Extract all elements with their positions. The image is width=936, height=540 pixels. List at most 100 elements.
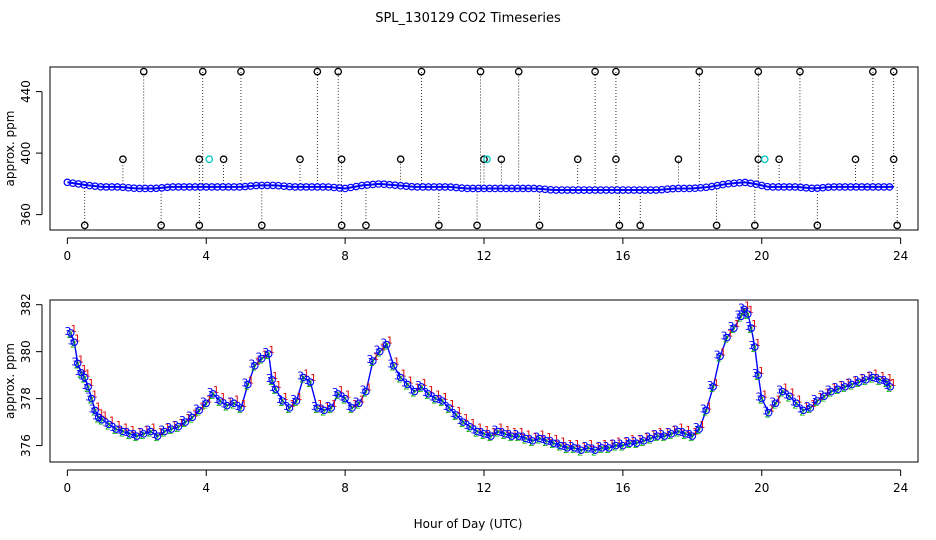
series-2-label: 2 (417, 384, 423, 395)
figure-title: SPL_130129 CO2 Timeseries (375, 11, 561, 26)
series-2-label: 2 (619, 443, 625, 454)
data-point (133, 432, 141, 440)
data-point (744, 310, 752, 318)
series-2-label: 2 (195, 407, 201, 418)
outlier-point (869, 67, 877, 76)
data-point (688, 432, 697, 440)
series-1-label: 1 (803, 401, 809, 412)
series-2-label: 2 (81, 374, 87, 385)
data-point (251, 361, 259, 370)
series-2-label: 2 (445, 405, 451, 416)
series-2-label: 2 (688, 433, 694, 444)
data-point (466, 423, 474, 431)
baseline-point (491, 184, 499, 193)
outlier-point (313, 67, 322, 76)
baseline-point (852, 183, 860, 191)
series-1-label: 1 (88, 378, 94, 389)
series-2-label: 2 (681, 431, 687, 442)
data-point (855, 378, 863, 386)
top-y-axis: 360 400 440 (19, 80, 43, 226)
baseline-point (324, 183, 333, 191)
series-2-label: 2 (730, 325, 736, 336)
data-point (167, 425, 176, 433)
data-point (778, 387, 787, 396)
baseline-point (624, 186, 633, 194)
series-1-label: 1 (289, 399, 295, 410)
baseline-point (596, 186, 605, 194)
data-point (633, 439, 641, 447)
bottom-y-axis: 376 378 380 382 (19, 293, 43, 457)
series-2-label: 2 (237, 405, 243, 416)
top-y-axis-label: approx. ppm (3, 111, 17, 187)
series-2-label: 2 (886, 384, 892, 395)
series-1-label: 1 (317, 399, 323, 410)
series-1-label: 1 (602, 439, 608, 450)
baseline-point (269, 181, 277, 190)
series-2-label: 2 (87, 396, 93, 407)
flag-point (760, 155, 769, 164)
baseline-point (774, 183, 783, 191)
series-1-label: 1 (574, 439, 580, 450)
series-1-label: 1 (400, 368, 406, 379)
data-point (264, 350, 273, 358)
series-1-label: 1 (623, 437, 629, 448)
baseline-point (619, 186, 627, 194)
baseline-point (252, 181, 261, 190)
baseline-point (113, 183, 122, 191)
data-point (869, 373, 877, 382)
series-2-label: 2 (362, 389, 368, 400)
data-point (487, 432, 495, 440)
series-2-label: 2 (542, 438, 548, 449)
baseline-point (669, 184, 677, 193)
data-point (876, 376, 884, 384)
series-2-label: 2 (754, 372, 760, 383)
baseline-point (635, 186, 644, 194)
series-2-label: 2 (653, 433, 659, 444)
outlier-point (497, 155, 506, 164)
baseline-point (141, 184, 149, 193)
data-point (74, 359, 82, 368)
series-2-label: 2 (508, 433, 514, 444)
data-point (355, 399, 363, 408)
series-2-label: 2 (355, 400, 361, 411)
series-2-label: 2 (834, 386, 840, 397)
series-1-label: 1 (525, 430, 531, 441)
series-1-label: 1 (470, 418, 476, 429)
data-point (91, 406, 99, 415)
baseline-point (469, 184, 477, 193)
series-2-label: 2 (747, 325, 753, 336)
series-1-label: 1 (692, 427, 698, 438)
series-1-label: 1 (227, 397, 233, 408)
series-2-label: 2 (876, 377, 882, 388)
data-point (77, 369, 85, 377)
outlier-point (480, 155, 488, 164)
data-point (556, 441, 565, 450)
data-point (501, 430, 509, 438)
baseline-point (691, 184, 699, 193)
series-1-label: 1 (838, 380, 844, 391)
series-2-label: 2 (591, 447, 597, 458)
series-2-label: 2 (202, 400, 208, 411)
baseline-point (885, 183, 894, 191)
data-point (278, 397, 287, 405)
baseline-point (119, 183, 127, 192)
series-2-label: 2 (105, 421, 111, 432)
series-1-label: 1 (407, 376, 413, 387)
data-point (87, 394, 96, 403)
baseline-point (563, 186, 572, 194)
series-1-label: 1 (789, 387, 795, 398)
baseline-point (485, 184, 494, 193)
data-point (285, 404, 294, 412)
baseline-point (235, 183, 244, 191)
series-2-label: 2 (216, 398, 222, 409)
baseline-point (91, 182, 99, 190)
series-1-label: 1 (824, 387, 830, 398)
data-point (883, 378, 891, 386)
series-1-label: 1 (748, 305, 754, 316)
series-2-label: 2 (549, 440, 555, 451)
series-1-label: 1 (581, 441, 587, 452)
outlier-point (417, 67, 426, 76)
baseline-point (841, 183, 849, 191)
data-point (271, 385, 280, 393)
